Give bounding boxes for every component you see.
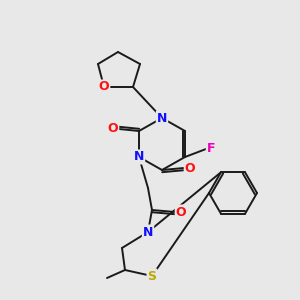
Text: S: S [148, 269, 157, 283]
Text: N: N [143, 226, 153, 238]
Text: F: F [207, 142, 215, 155]
Text: O: O [176, 206, 186, 218]
Text: O: O [108, 122, 118, 136]
Text: O: O [99, 80, 109, 94]
Text: N: N [157, 112, 167, 124]
Text: N: N [134, 151, 144, 164]
Text: O: O [185, 161, 195, 175]
